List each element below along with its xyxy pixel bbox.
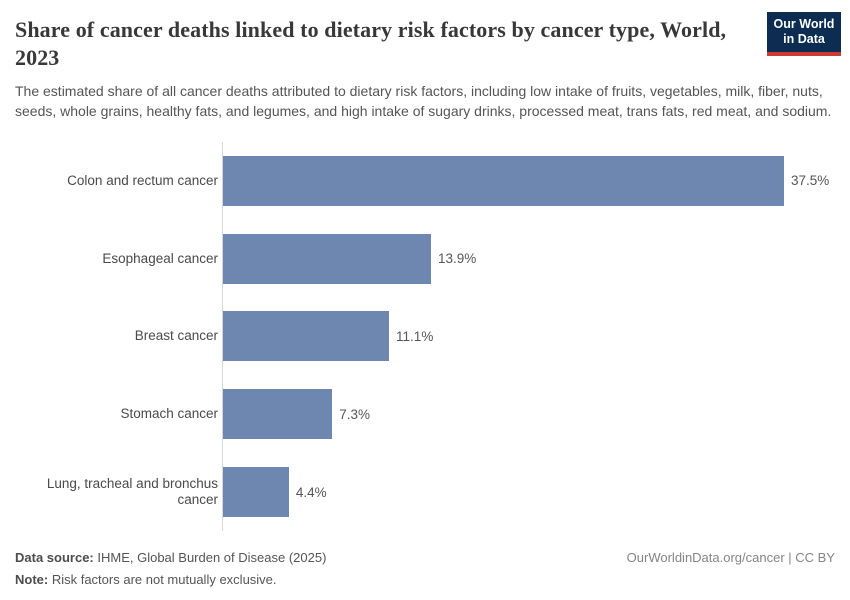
owid-logo[interactable]: Our World in Data: [767, 12, 841, 56]
bar-area: 4.4%: [222, 453, 835, 531]
bar[interactable]: [223, 389, 333, 440]
data-source-label: Data source:: [15, 550, 94, 565]
note-text: Risk factors are not mutually exclusive.: [48, 571, 277, 587]
chart-title: Share of cancer deaths linked to dietary…: [15, 17, 727, 70]
note-line: Note: Risk factors are not mutually excl…: [15, 569, 326, 591]
chart-header: Share of cancer deaths linked to dietary…: [15, 12, 841, 122]
data-source-text: IHME, Global Burden of Disease (2025): [93, 550, 327, 565]
chart-subtitle: The estimated share of all cancer deaths…: [15, 83, 832, 120]
footer-source-note: Data source: IHME, Global Burden of Dise…: [15, 547, 326, 591]
bar-row: Breast cancer 11.1%: [10, 297, 835, 376]
bar[interactable]: [223, 311, 390, 362]
bar-row: Esophageal cancer 13.9%: [10, 219, 835, 298]
category-label: Esophageal cancer: [102, 250, 218, 266]
note-label: Note:: [15, 571, 49, 587]
bar-area: 13.9%: [222, 219, 835, 298]
category-label: Lung, tracheal and bronchus cancer: [46, 475, 218, 508]
bar-area: 37.5%: [222, 142, 835, 220]
value-label: 11.1%: [396, 328, 434, 344]
owid-logo-line1: Our World: [773, 17, 835, 31]
bar-row: Colon and rectum cancer 37.5%: [10, 142, 835, 220]
category-label: Colon and rectum cancer: [67, 172, 218, 188]
value-label: 4.4%: [295, 484, 327, 500]
bar-area: 7.3%: [222, 375, 835, 454]
bar[interactable]: [223, 233, 431, 284]
bar[interactable]: [223, 467, 289, 518]
owid-logo-line2: in Data: [783, 32, 825, 47]
bar-area: 11.1%: [222, 297, 835, 376]
bar-chart: Colon and rectum cancer 37.5% Esophageal…: [10, 142, 835, 531]
category-label: Stomach cancer: [120, 406, 218, 422]
value-label: 7.3%: [339, 406, 370, 422]
bar-row: Lung, tracheal and bronchus cancer 4.4%: [10, 453, 835, 531]
category-label: Breast cancer: [134, 328, 218, 344]
chart-footer: Data source: IHME, Global Burden of Dise…: [15, 547, 835, 591]
license-link[interactable]: OurWorldinData.org/cancer | CC BY: [626, 550, 835, 565]
value-label: 37.5%: [791, 173, 830, 189]
value-label: 13.9%: [437, 251, 477, 267]
data-source-line: Data source: IHME, Global Burden of Dise…: [15, 547, 326, 569]
bar[interactable]: [223, 155, 784, 206]
bar-row: Stomach cancer 7.3%: [10, 375, 835, 454]
